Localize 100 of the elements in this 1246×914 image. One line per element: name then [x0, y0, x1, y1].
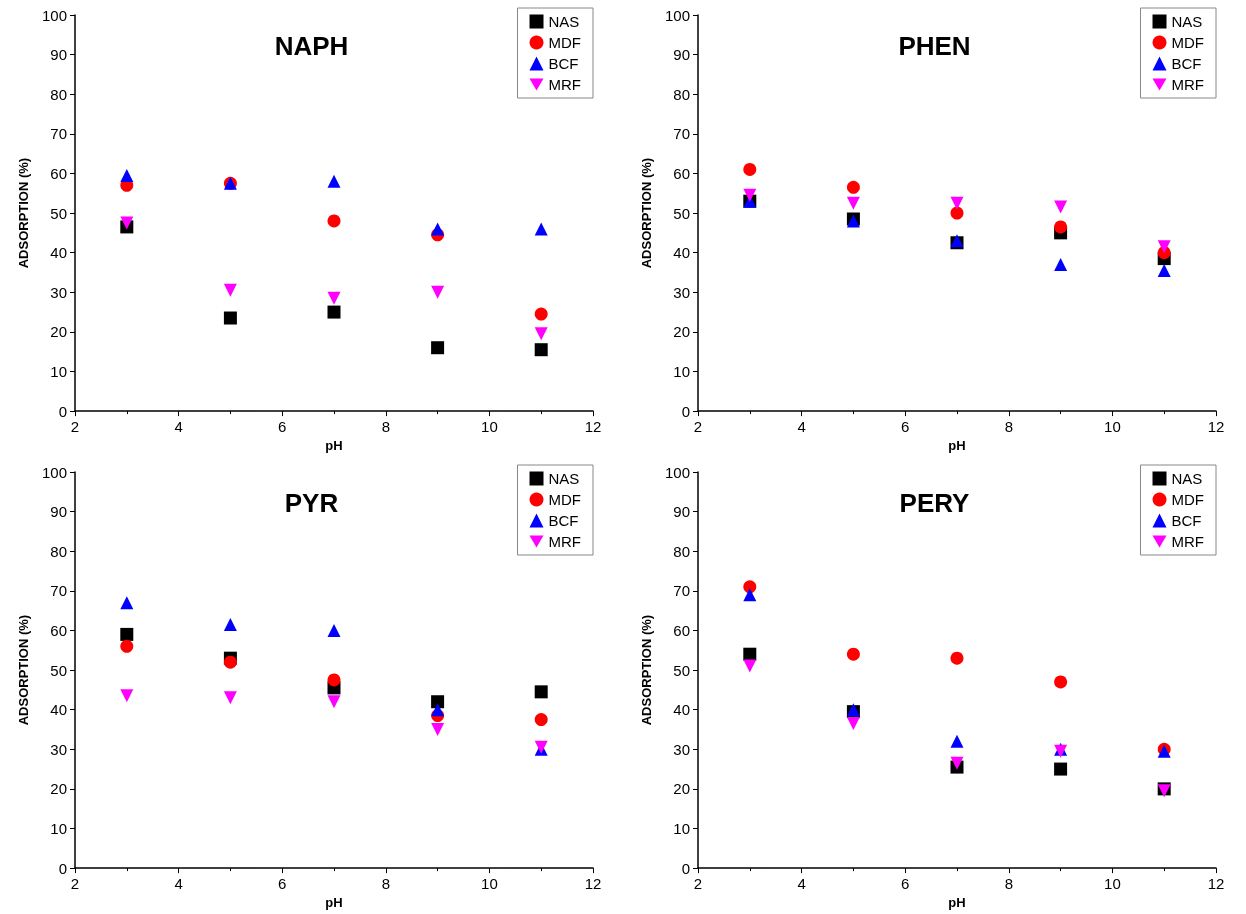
- legend-label: MRF: [1171, 76, 1205, 93]
- point: [223, 311, 237, 325]
- point: [327, 305, 341, 319]
- point: [743, 659, 757, 673]
- x-axis-title: pH: [948, 438, 966, 453]
- legend-label: NAS: [548, 13, 580, 30]
- point: [120, 689, 134, 703]
- y-tick-label: 100: [664, 6, 690, 24]
- y-tick-label: 30: [673, 740, 690, 758]
- legend-label: MDF: [548, 491, 582, 508]
- x-tick-label: 6: [901, 418, 910, 436]
- point: [950, 734, 964, 748]
- y-tick-label: 90: [673, 503, 690, 521]
- x-tick-label: 8: [381, 875, 390, 893]
- point: [846, 717, 860, 731]
- x-axis-title: pH: [325, 438, 343, 453]
- y-tick-label: 0: [58, 402, 67, 420]
- point: [846, 647, 860, 661]
- y-tick-label: 100: [41, 463, 67, 481]
- x-tick-label: 10: [1104, 418, 1121, 436]
- point: [431, 285, 445, 299]
- y-tick-label: 70: [673, 582, 690, 600]
- x-tick-label: 8: [1004, 418, 1013, 436]
- point: [120, 627, 134, 641]
- y-axis-title: ADSORPTION (%): [639, 614, 654, 726]
- x-tick-label: 6: [278, 418, 287, 436]
- point: [1157, 263, 1171, 277]
- point: [534, 327, 548, 341]
- point: [120, 596, 134, 610]
- legend-label: NAS: [1171, 470, 1203, 487]
- point: [327, 623, 341, 637]
- text: PHEN: [898, 31, 971, 61]
- y-tick-label: 50: [50, 661, 67, 679]
- y-tick-label: 80: [50, 85, 67, 103]
- y-tick-label: 80: [673, 542, 690, 560]
- point: [743, 588, 757, 602]
- y-tick-label: 0: [681, 859, 690, 877]
- point: [1054, 220, 1068, 234]
- legend-label: NAS: [548, 470, 580, 487]
- point: [431, 341, 445, 355]
- point: [1054, 762, 1068, 776]
- y-axis-title: ADSORPTION (%): [639, 157, 654, 269]
- y-tick-label: 10: [50, 819, 67, 837]
- text: NAPH: [274, 31, 349, 61]
- point: [327, 291, 341, 305]
- y-axis-title: ADSORPTION (%): [16, 157, 31, 269]
- point: [120, 216, 134, 230]
- x-tick-label: 2: [693, 418, 703, 436]
- y-tick-label: 90: [673, 46, 690, 64]
- point: [534, 307, 548, 321]
- y-tick-label: 10: [50, 362, 67, 380]
- point: [1054, 675, 1068, 689]
- x-tick-label: 12: [1207, 875, 1225, 893]
- point: [431, 695, 445, 709]
- point: [223, 283, 237, 297]
- point: [950, 651, 964, 665]
- x-tick-label: 12: [1207, 418, 1225, 436]
- point: [534, 343, 548, 357]
- y-tick-label: 90: [50, 503, 67, 521]
- point: [431, 703, 445, 717]
- point: [950, 206, 964, 220]
- x-axis-title: pH: [948, 895, 966, 910]
- y-tick-label: 20: [673, 323, 690, 341]
- x-axis-title: pH: [325, 895, 343, 910]
- point: [846, 196, 860, 210]
- y-tick-label: 40: [50, 701, 67, 719]
- legend-label: MRF: [548, 533, 582, 550]
- legend-label: BCF: [1171, 55, 1202, 72]
- y-tick-label: 0: [58, 859, 67, 877]
- y-tick-label: 70: [50, 582, 67, 600]
- point: [743, 188, 757, 202]
- legend-label: MRF: [548, 76, 582, 93]
- x-tick-label: 4: [797, 418, 806, 436]
- y-axis-title: ADSORPTION (%): [16, 614, 31, 726]
- point: [743, 647, 757, 661]
- legend-label: BCF: [548, 55, 579, 72]
- point: [950, 756, 964, 770]
- x-tick-label: 12: [584, 418, 602, 436]
- y-tick-label: 0: [681, 402, 690, 420]
- point: [534, 713, 548, 727]
- legend-label: MRF: [1171, 533, 1205, 550]
- y-tick-label: 30: [50, 283, 67, 301]
- y-tick-label: 20: [50, 780, 67, 798]
- y-tick-label: 60: [673, 164, 690, 182]
- y-tick-label: 50: [50, 204, 67, 222]
- y-tick-label: 10: [673, 362, 690, 380]
- x-tick-label: 8: [381, 418, 390, 436]
- point: [846, 180, 860, 194]
- point: [120, 639, 134, 653]
- point: [223, 691, 237, 705]
- x-tick-label: 6: [901, 875, 910, 893]
- y-tick-label: 100: [41, 6, 67, 24]
- x-tick-label: 2: [70, 875, 80, 893]
- x-tick-label: 8: [1004, 875, 1013, 893]
- legend-label: BCF: [1171, 512, 1202, 529]
- legend-label: MDF: [1171, 34, 1205, 51]
- y-tick-label: 90: [50, 46, 67, 64]
- y-tick-label: 40: [50, 244, 67, 262]
- point: [1054, 258, 1068, 272]
- x-tick-label: 2: [693, 875, 703, 893]
